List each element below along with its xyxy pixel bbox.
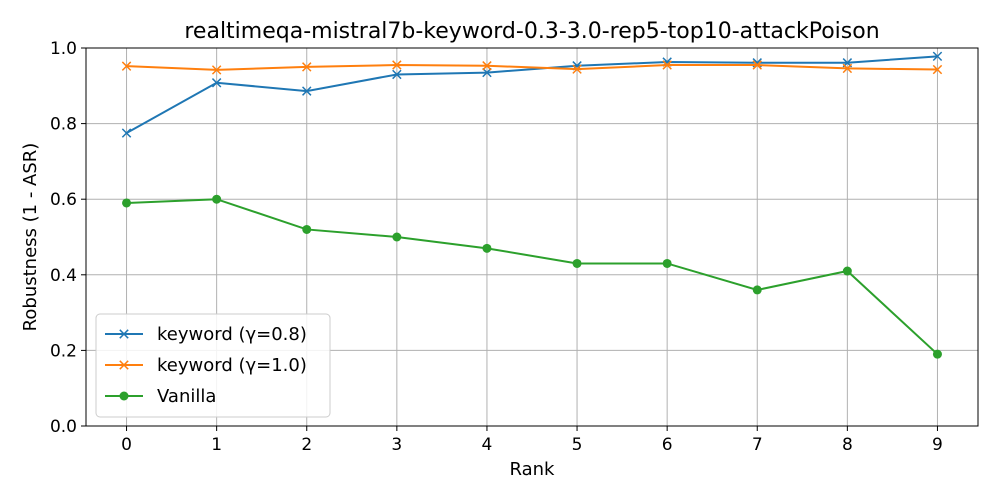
data-point (662, 60, 672, 70)
legend-marker (119, 391, 129, 401)
chart-title: realtimeqa-mistral7b-keyword-0.3-3.0-rep… (184, 19, 879, 44)
data-point (122, 198, 132, 208)
data-point (121, 128, 132, 138)
y-tick-label: 0.0 (50, 417, 77, 437)
data-point (482, 61, 492, 71)
legend-label: keyword (γ=1.0) (157, 355, 307, 376)
data-point (211, 78, 222, 88)
legend-marker (119, 360, 129, 370)
x-tick-label: 5 (572, 435, 583, 455)
series-line (126, 198, 939, 355)
series-layer (121, 51, 943, 359)
data-point (482, 67, 492, 78)
y-tick-label: 0.4 (50, 266, 77, 286)
data-point (572, 258, 582, 268)
data-point (392, 232, 402, 242)
legend: keyword (γ=0.8) keyword (γ=1.0) Vanilla (95, 313, 331, 418)
data-point (302, 62, 312, 72)
x-tick-label: 3 (391, 435, 402, 455)
data-point (212, 194, 222, 204)
data-point (302, 86, 312, 96)
y-tick-label: 0.8 (50, 115, 77, 135)
y-tick-label: 0.2 (50, 341, 77, 361)
legend-label: keyword (γ=0.8) (157, 324, 307, 345)
data-point (392, 60, 402, 70)
x-tick-label: 0 (121, 435, 132, 455)
data-point (211, 65, 222, 75)
data-point (121, 61, 132, 71)
x-tick-label: 1 (211, 435, 222, 455)
data-point (302, 224, 312, 234)
series-line (126, 64, 938, 71)
series-line (126, 55, 938, 134)
data-point (482, 243, 492, 253)
data-point (842, 266, 852, 276)
data-point (752, 60, 762, 70)
y-tick-label: 0.6 (50, 190, 77, 210)
y-axis-label: Robustness (1 - ASR) (20, 143, 41, 332)
data-point (752, 285, 762, 295)
data-point (392, 69, 402, 80)
legend-label: Vanilla (157, 386, 216, 407)
axis-ticks: 0 1 2 3 4 5 6 7 8 9 0.0 0.2 0.4 0.6 0.8 1.0 (50, 39, 943, 455)
legend-box (95, 313, 331, 418)
x-tick-label: 6 (662, 435, 673, 455)
x-tick-label: 9 (932, 435, 943, 455)
x-tick-label: 4 (482, 435, 493, 455)
data-point (932, 64, 943, 75)
x-axis-label: Rank (510, 459, 556, 480)
x-tick-label: 2 (301, 435, 312, 455)
data-point (572, 64, 582, 74)
plot-frame (85, 47, 979, 427)
data-point (662, 258, 672, 268)
legend-marker (119, 329, 129, 339)
x-tick-label: 7 (752, 435, 763, 455)
data-point (932, 349, 942, 359)
y-tick-label: 1.0 (50, 39, 77, 59)
data-point (932, 51, 943, 62)
data-point (842, 63, 853, 74)
x-tick-label: 8 (842, 435, 853, 455)
